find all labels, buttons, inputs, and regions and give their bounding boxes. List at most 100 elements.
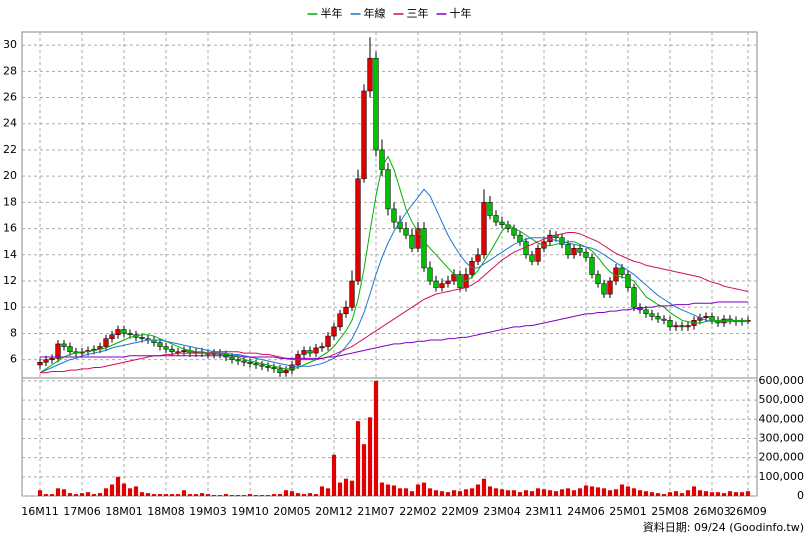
volume-bar — [97, 493, 103, 496]
candle-body — [301, 350, 307, 355]
volume-bar — [379, 482, 385, 496]
volume-bar — [115, 476, 121, 496]
volume-bar — [391, 485, 397, 496]
volume-bar — [331, 454, 337, 496]
candle-body — [157, 342, 163, 347]
volume-bar — [151, 494, 157, 496]
candle-body — [661, 318, 667, 321]
candle-body — [277, 368, 283, 374]
candle-body — [571, 248, 577, 256]
volume-bar — [211, 495, 217, 496]
candle-body — [127, 333, 133, 335]
x-tick-label: 22M09 — [441, 505, 479, 518]
volume-bar — [727, 491, 733, 496]
candle-body — [589, 257, 595, 275]
candle-body — [565, 244, 571, 256]
volume-bar — [325, 488, 331, 496]
candle-body — [451, 274, 457, 282]
volume-bar — [499, 489, 505, 496]
volume-bar — [439, 491, 445, 496]
candle-body — [289, 364, 295, 371]
candle-body — [421, 228, 427, 269]
candle-body — [343, 306, 349, 315]
candle-body — [679, 325, 685, 328]
volume-bar — [205, 494, 211, 496]
x-tick-label: 19M10 — [231, 505, 269, 518]
volume-bar — [709, 492, 715, 496]
volume-bar — [181, 490, 187, 496]
volume-bar — [271, 494, 277, 496]
volume-bar — [469, 488, 475, 496]
volume-bar — [715, 492, 721, 496]
volume-bar — [187, 494, 193, 496]
volume-bar — [577, 488, 583, 496]
volume-bar — [631, 488, 637, 496]
candle-body — [241, 360, 247, 363]
volume-bar — [199, 493, 205, 496]
volume-bar — [343, 478, 349, 496]
candle-body — [577, 248, 583, 253]
volume-bar — [451, 490, 457, 496]
candle-body — [271, 367, 277, 370]
volume-bar — [739, 492, 745, 496]
volume-bar — [253, 495, 259, 496]
candle-body — [403, 228, 409, 236]
volume-bar — [133, 486, 139, 496]
candle-body — [673, 325, 679, 328]
volume-bar — [217, 495, 223, 496]
source-note: 資料日期: 09/24 (Goodinfo.tw) — [643, 520, 804, 534]
volume-bar — [289, 491, 295, 496]
volume-bar — [67, 493, 73, 496]
volume-bar — [721, 493, 727, 496]
candle-body — [583, 251, 589, 258]
volume-bar — [385, 484, 391, 496]
volume-bar — [637, 490, 643, 496]
candle-body — [667, 320, 673, 328]
x-tick-label: 18M01 — [105, 505, 143, 518]
volume-bar — [313, 494, 319, 496]
volume-bar — [565, 488, 571, 496]
candle-body — [319, 346, 325, 349]
volume-bar — [649, 492, 655, 496]
volume-bar — [613, 489, 619, 496]
volume-bar — [157, 494, 163, 496]
volume-bar — [595, 487, 601, 496]
volume-bar — [475, 484, 481, 496]
volume-bar — [667, 492, 673, 496]
volume-bar — [169, 494, 175, 496]
candle-body — [685, 325, 691, 328]
candle-body — [325, 335, 331, 347]
candle-body — [481, 202, 487, 256]
candle-body — [55, 343, 61, 359]
x-tick-label: 20M05 — [273, 505, 311, 518]
candle-body — [625, 274, 631, 288]
volume-bar — [493, 488, 499, 496]
volume-bar — [367, 417, 373, 496]
candle-body — [307, 350, 313, 354]
volume-bar — [619, 484, 625, 496]
volume-bar — [193, 494, 199, 496]
y-tick-label: 6 — [10, 353, 17, 366]
y-tick-label: 22 — [3, 143, 17, 156]
volume-bar — [505, 490, 511, 496]
candle-body — [265, 365, 271, 368]
candle-body — [493, 215, 499, 223]
candle-body — [229, 356, 235, 360]
volume-bar — [37, 490, 43, 496]
candle-body — [283, 369, 289, 374]
volume-bar — [691, 486, 697, 496]
volume-bar — [553, 491, 559, 496]
candle-body — [253, 363, 259, 366]
volume-bar — [571, 490, 577, 496]
legend-label: 三年 — [407, 6, 429, 20]
candle-body — [355, 178, 361, 282]
volume-bar — [397, 488, 403, 496]
candle-body — [247, 362, 253, 364]
volume-bar — [355, 421, 361, 496]
volume-bar — [103, 488, 109, 496]
volume-bar — [607, 490, 613, 496]
candle-body — [49, 358, 55, 360]
volume-bar — [421, 482, 427, 496]
candle-body — [139, 337, 145, 339]
